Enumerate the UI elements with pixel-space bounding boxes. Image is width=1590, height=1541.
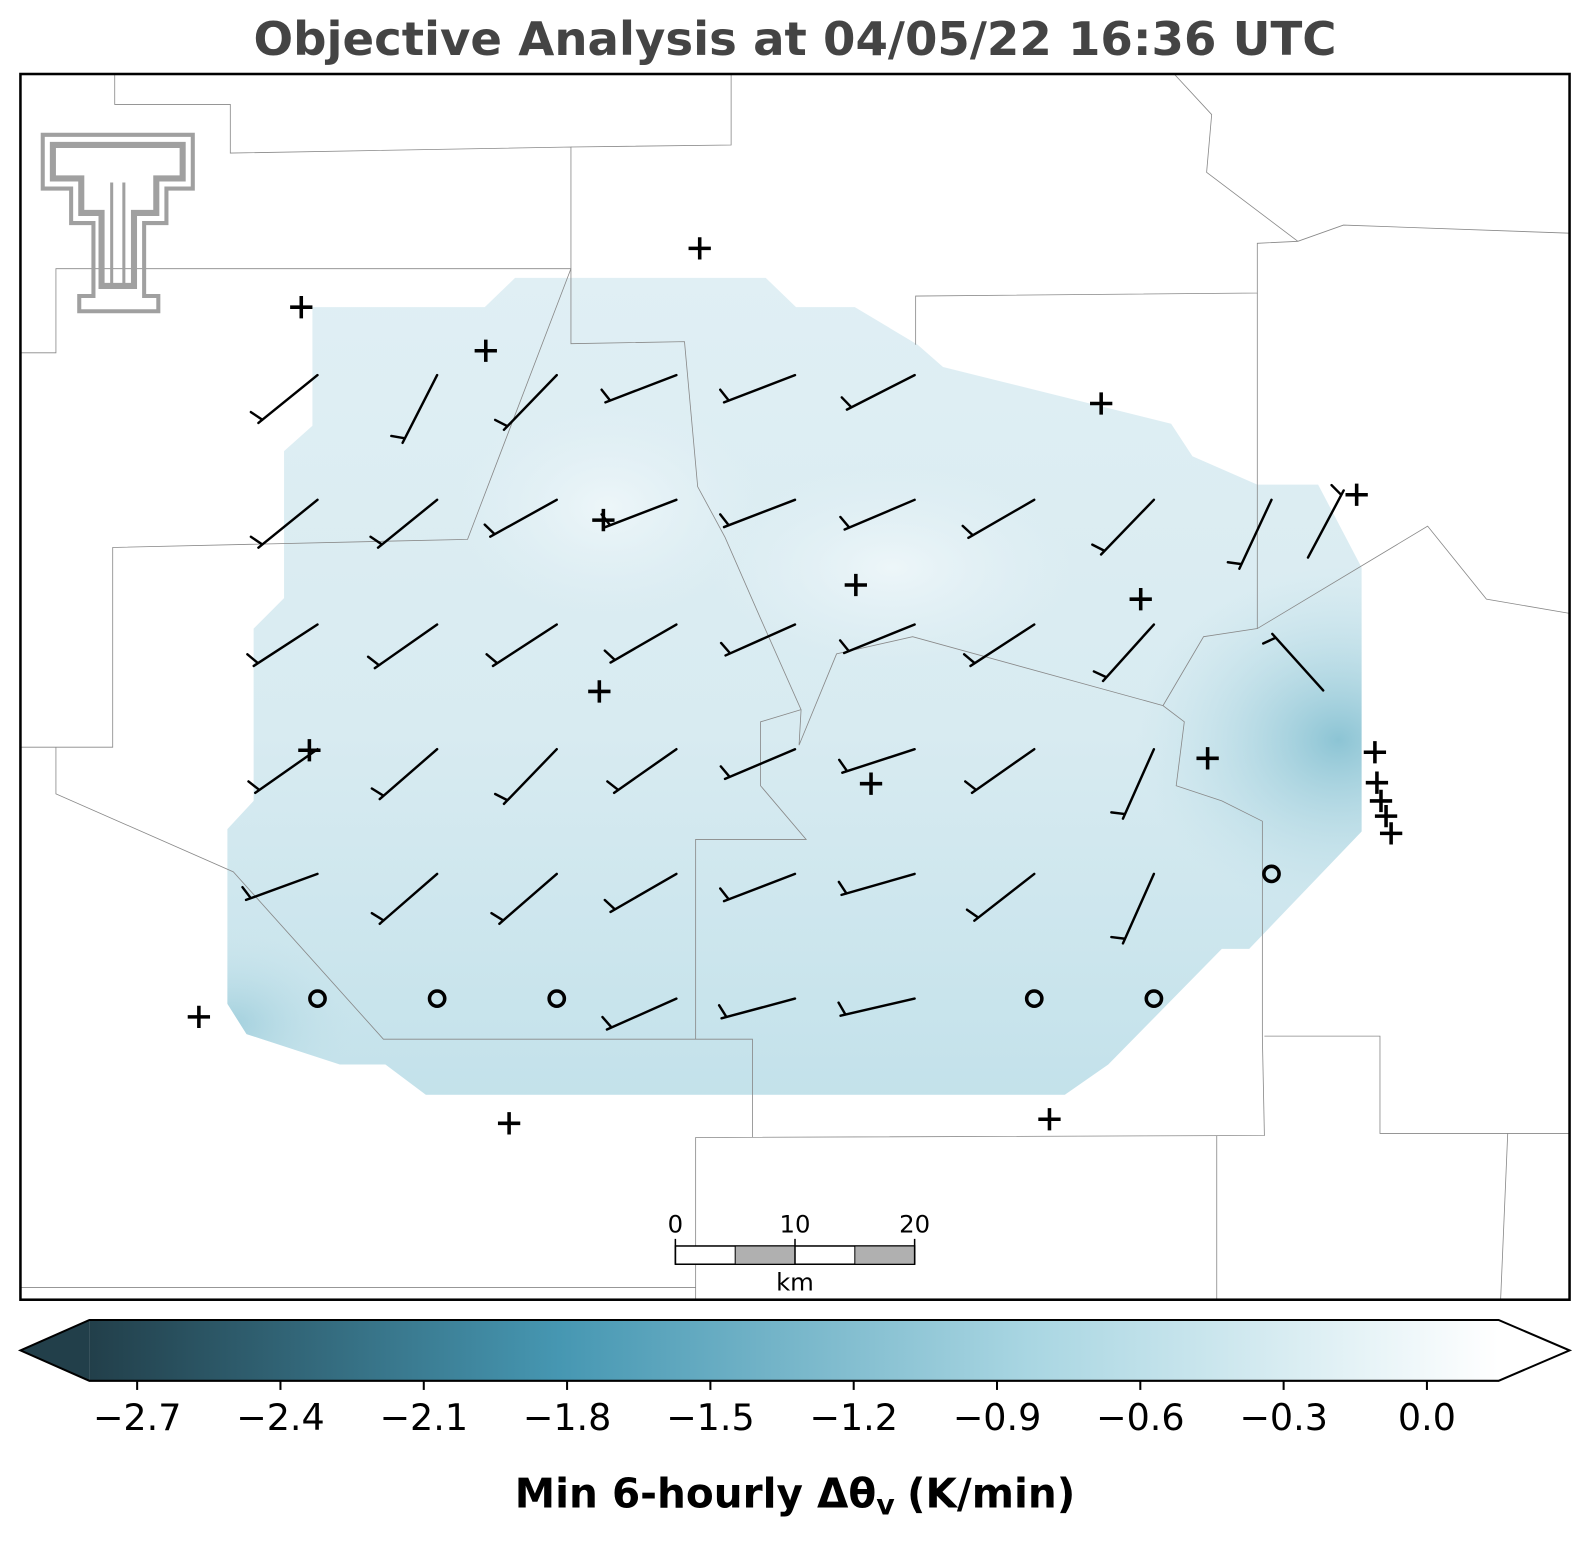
scale-unit: km	[776, 1267, 814, 1296]
scale-tick-label: 10	[780, 1210, 811, 1239]
extend-max	[1498, 1319, 1570, 1381]
colorbar-tick-label: −2.1	[379, 1396, 468, 1439]
title: Objective Analysis at 04/05/22 16:36 UTC	[253, 12, 1336, 66]
county-borders	[20, 74, 1570, 1300]
station	[1373, 803, 1399, 830]
station	[1361, 739, 1388, 766]
label-main: Min 6-hourly Δθ	[515, 1469, 877, 1517]
analysis-field	[227, 277, 1362, 1095]
label-sub: v	[876, 1489, 895, 1522]
station	[1378, 820, 1405, 847]
colorbar-tick-label: −1.5	[666, 1396, 755, 1439]
logo	[40, 132, 195, 314]
station	[1036, 1106, 1063, 1133]
scale-tick-label: 0	[668, 1210, 683, 1239]
scale-tick-label: 20	[899, 1210, 930, 1239]
station	[686, 235, 713, 262]
colorbar-tick-label: −0.9	[953, 1396, 1042, 1439]
colorbar-tick-label: −2.4	[236, 1396, 325, 1439]
colorbar: −2.7 −2.4 −2.1 −1.8 −1.5 −1.2 −0.9 −0.6 −0.3 0.0	[17, 1318, 1573, 1439]
station	[185, 1003, 212, 1030]
colorbar-tick-label: −1.8	[523, 1396, 612, 1439]
extend-min	[20, 1319, 90, 1381]
station	[288, 294, 315, 321]
station	[1364, 769, 1390, 796]
label-units: (K/min)	[907, 1469, 1075, 1517]
wind-barb	[248, 363, 319, 425]
map-frame	[19, 72, 1571, 1301]
station	[1368, 787, 1394, 814]
colorbar-tick-label: 0.0	[1398, 1396, 1456, 1439]
colorbar-tick-label: −2.7	[93, 1396, 182, 1439]
colorbar-tick-label: −0.6	[1096, 1396, 1185, 1439]
station	[1343, 481, 1370, 508]
colorbar-tick-label: −0.3	[1239, 1396, 1328, 1439]
map: km 0 10 20	[20, 74, 1570, 1300]
colorbar-tick-label: −1.2	[809, 1396, 898, 1439]
colorbar-outline	[17, 1318, 1573, 1382]
station	[496, 1110, 523, 1137]
colorbar-label: Min 6-hourly Δθv (K/min)	[515, 1469, 1076, 1521]
scale-bar: km 0 10 20	[668, 1210, 930, 1297]
colorbar-body	[89, 1319, 1499, 1381]
